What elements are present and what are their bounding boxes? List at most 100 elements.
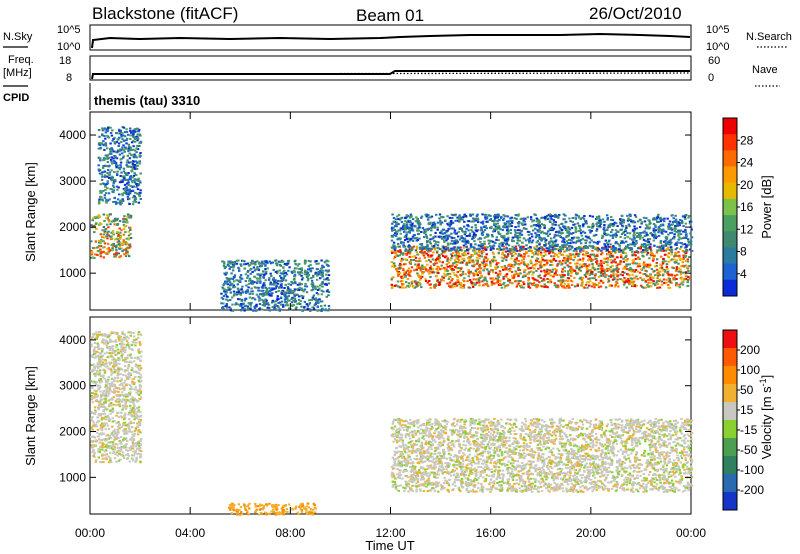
power-echo-cell (620, 233, 624, 236)
power-echo-cell (470, 226, 474, 229)
power-echo-cell (134, 160, 137, 163)
power-echo-cell (235, 262, 239, 265)
power-echo-cell (402, 258, 405, 261)
power-echo-cell (246, 271, 249, 273)
power-echo-cell (139, 140, 143, 143)
power-echo-cell (136, 161, 139, 164)
power-echo-cell (641, 285, 644, 288)
power-echo-cell (122, 233, 126, 236)
power-echo-cell (467, 275, 470, 278)
power-echo-cell (675, 268, 678, 271)
power-echo-cell (320, 310, 323, 312)
power-echo-cell (534, 214, 537, 217)
power-echo-cell (120, 157, 123, 160)
power-echo-cell (462, 254, 465, 257)
power-echo-cell (585, 271, 588, 274)
power-echo-cell (274, 259, 278, 262)
power-echo-cell (129, 127, 132, 130)
power-echo-cell (518, 229, 521, 232)
power-echo-cell (408, 271, 411, 274)
power-echo-cell (611, 269, 615, 272)
power-echo-cell (660, 223, 663, 226)
power-echo-cell (406, 269, 409, 272)
power-echo-cell (226, 283, 229, 286)
velocity-echo-layer (90, 330, 694, 516)
power-echo-cell (416, 253, 419, 256)
power-echo-cell (675, 230, 678, 233)
power-echo-cell (467, 225, 470, 228)
power-echo-cell (608, 268, 611, 271)
power-echo-cell (267, 306, 270, 309)
power-echo-cell (553, 272, 557, 275)
power-echo-cell (512, 260, 516, 263)
power-echo-cell (468, 258, 472, 261)
power-echo-cell (456, 261, 460, 264)
power-echo-cell (443, 236, 447, 239)
power-echo-cell (105, 235, 108, 238)
power-echo-cell (228, 287, 231, 290)
power-echo-cell (401, 252, 404, 255)
power-echo-cell (315, 278, 319, 281)
power-echo-cell (323, 260, 326, 263)
power-echo-cell (674, 214, 677, 217)
power-echo-cell (553, 284, 557, 287)
date-title: 26/Oct/2010 (589, 4, 682, 23)
power-echo-cell (585, 239, 588, 242)
power-echo-cell (514, 245, 517, 248)
power-echo-cell (513, 273, 516, 276)
power-echo-cell (515, 258, 518, 261)
power-echo-cell (504, 284, 507, 287)
power-echo-cell (125, 241, 128, 244)
freq-left-tick-top: 18 (59, 55, 71, 67)
power-echo-cell (673, 274, 677, 277)
power-echo-cell (536, 284, 539, 287)
power-echo-cell (306, 307, 309, 310)
power-echo-cell (129, 138, 132, 140)
power-echo-cell (648, 246, 651, 248)
power-echo-cell (690, 240, 693, 243)
power-echo-cell (441, 237, 444, 240)
power-echo-cell (392, 241, 396, 244)
power-echo-cell (409, 220, 412, 222)
power-echo-cell (505, 225, 508, 228)
power-echo-cell (686, 279, 690, 282)
power-echo-cell (500, 248, 503, 251)
power-echo-cell (595, 216, 599, 218)
velocity-echo-cell (117, 416, 121, 419)
power-echo-cell (519, 218, 522, 221)
velocity-echo-cell (102, 334, 106, 337)
power-echo-cell (494, 266, 497, 269)
power-echo-cell (496, 216, 499, 219)
power-echo-cell (585, 265, 588, 267)
power-echo-cell (391, 285, 394, 288)
power-echo-cell (496, 219, 499, 222)
power-echo-cell (276, 282, 280, 285)
power-echo-cell (623, 234, 627, 236)
power-echo-cell (502, 283, 505, 286)
power-echo-cell (469, 256, 472, 259)
power-echo-cell (513, 217, 516, 220)
power-echo-cell (415, 268, 418, 271)
power-echo-cell (402, 276, 405, 279)
power-echo-cell (447, 249, 451, 252)
power-echo-cell (129, 237, 133, 239)
power-echo-cell (529, 261, 532, 263)
power-echo-cell (510, 281, 513, 284)
power-echo-cell (556, 243, 559, 246)
power-echo-cell (419, 283, 422, 286)
power-echo-cell (429, 249, 432, 252)
power-echo-cell (582, 250, 585, 253)
power-echo-cell (410, 282, 414, 285)
power-echo-cell (246, 290, 250, 293)
power-echo-cell (320, 293, 323, 296)
velocity-echo-cell (94, 356, 97, 359)
power-echo-cell (661, 244, 665, 247)
power-echo-cell (688, 222, 692, 225)
power-echo-cell (412, 245, 416, 248)
power-echo-cell (444, 275, 447, 277)
power-echo-cell (122, 178, 125, 181)
power-echo-cell (282, 260, 285, 263)
power-echo-cell (572, 232, 575, 234)
power-echo-cell (446, 229, 449, 232)
power-echo-cell (453, 246, 456, 249)
